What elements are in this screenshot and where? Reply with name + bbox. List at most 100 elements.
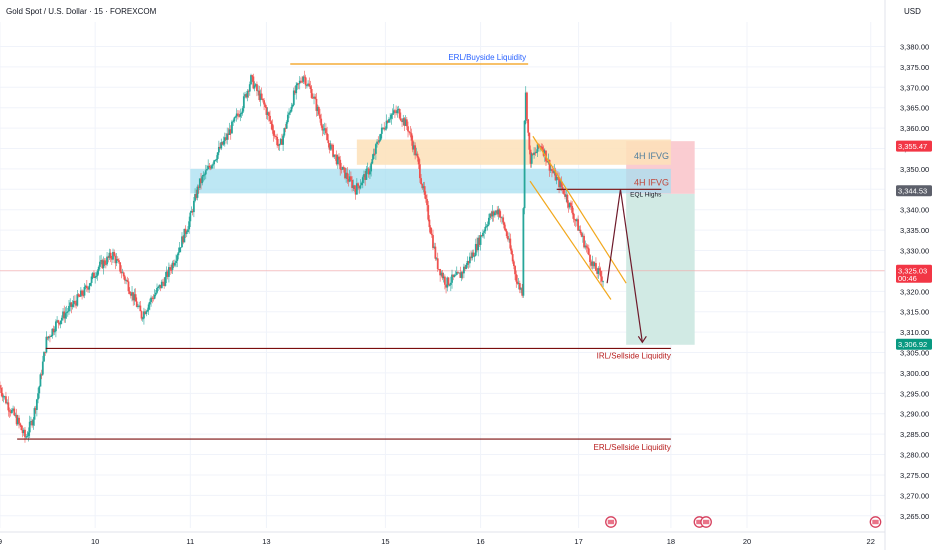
candle-body [326, 133, 329, 141]
candle-body [225, 137, 227, 140]
candle-body [79, 290, 82, 297]
candle-body [314, 96, 317, 99]
candle-body [598, 268, 601, 271]
ifvg-upper-label: 4H IFVG [634, 151, 669, 161]
candle-body [440, 272, 443, 276]
candle-body [0, 385, 1, 388]
candle-body [2, 396, 5, 398]
candle-body [482, 232, 484, 237]
candle-body [360, 182, 363, 186]
candle-body [320, 118, 323, 126]
candle-body [570, 202, 572, 206]
candle-body [319, 114, 321, 119]
x-tick-label: 11 [186, 537, 194, 546]
candle-body [422, 186, 425, 189]
candle-body [529, 149, 532, 164]
candle-body [160, 281, 163, 289]
event-flag-fill [702, 519, 710, 525]
candle-body [154, 292, 157, 295]
candle-body [596, 270, 599, 274]
candle-body [311, 97, 314, 99]
candle-body [129, 293, 132, 296]
candle-body [304, 77, 307, 86]
candle-body [25, 436, 28, 438]
candle-body [492, 211, 495, 216]
candle-body [298, 80, 301, 84]
candle-body [583, 235, 585, 248]
candle-body [201, 176, 204, 184]
candle-body [454, 274, 457, 276]
price-badge-text: 3,325.03 [898, 266, 927, 275]
candle-body [107, 256, 110, 258]
y-tick-label: 3,275.00 [900, 471, 929, 480]
candle-body [327, 140, 330, 144]
candle-body [279, 139, 282, 144]
x-tick-label: 16 [476, 537, 484, 546]
candle-body [108, 252, 111, 258]
candle-body [595, 263, 597, 271]
candle-body [131, 292, 133, 296]
candle-body [559, 181, 562, 188]
candle-body [283, 128, 286, 136]
projection-path [606, 189, 643, 343]
candle-body [302, 76, 305, 82]
candle-body [51, 328, 54, 336]
candle-body [209, 167, 212, 169]
candle-body [240, 112, 243, 114]
candle-body [501, 217, 503, 219]
candle-body [52, 328, 55, 333]
erl-sellside-label: ERL/Sellside Liquidity [594, 443, 671, 452]
candle-body [407, 126, 409, 132]
candle-body [246, 90, 249, 98]
candle-body [290, 106, 293, 112]
candle-body [466, 260, 469, 265]
candle-body [313, 96, 315, 99]
candle-body [90, 276, 93, 283]
candle-body [141, 318, 144, 320]
y-tick-label: 3,265.00 [900, 512, 929, 521]
candle-body [509, 238, 512, 249]
y-tick-label: 3,315.00 [900, 308, 929, 317]
candle-body [119, 262, 122, 272]
candle-body [551, 169, 553, 171]
candle-body [426, 199, 428, 206]
candle-body [216, 152, 219, 159]
candle-body [336, 156, 339, 165]
candle-body [514, 266, 516, 275]
candle-body [365, 168, 368, 180]
candle-body [231, 121, 233, 134]
candle-body [530, 153, 533, 164]
candle-body [45, 336, 48, 353]
candle-body [503, 222, 506, 229]
x-tick-label: 22 [867, 537, 875, 546]
candle-body [334, 154, 337, 156]
candle-body [374, 144, 377, 154]
candle-body [89, 282, 92, 286]
candle-body [528, 132, 531, 150]
candle-body [567, 203, 570, 208]
candle-body [78, 296, 81, 298]
candle-body [145, 311, 148, 315]
candle-body [123, 276, 126, 281]
candle-body [396, 110, 399, 114]
candle-body [168, 267, 170, 277]
candle-body [460, 272, 463, 278]
candle-body [366, 168, 369, 170]
x-tick-label: 15 [381, 537, 389, 546]
candle-body [383, 127, 386, 130]
candle-body [151, 297, 154, 299]
candle-body [158, 284, 161, 287]
candle-body [384, 128, 387, 130]
candle-body [94, 276, 97, 278]
candle-body [95, 275, 98, 277]
candle-body [333, 154, 336, 157]
candle-body [113, 252, 116, 256]
candle-body [511, 254, 514, 262]
candle-body [144, 311, 147, 315]
candle-body [464, 266, 467, 269]
candle-body [253, 85, 256, 89]
candle-body [342, 166, 345, 168]
price-badge [896, 338, 932, 350]
candle-body [344, 167, 346, 179]
